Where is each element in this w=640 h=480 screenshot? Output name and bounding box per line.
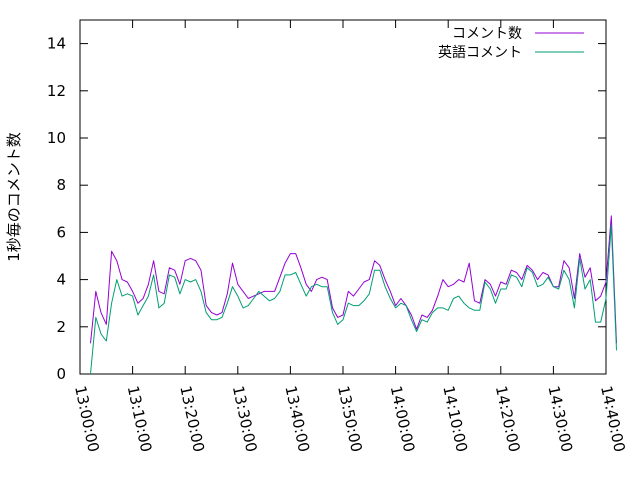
y-tick-label: 14 (47, 35, 66, 53)
y-tick-label: 4 (56, 271, 66, 289)
y-tick-label: 10 (47, 129, 66, 147)
x-tick-label: 13:40:00 (281, 384, 313, 454)
y-tick-label: 2 (56, 318, 66, 336)
series-lines (90, 215, 617, 375)
y-tick-label: 12 (47, 82, 66, 100)
legend-label-1: コメント数 (452, 26, 522, 42)
legend-label-2: 英語コメント (438, 44, 522, 61)
x-tick-label: 14:30:00 (544, 384, 576, 454)
axes: 0 2 4 6 8 10 12 14 13:00:00 13:10:00 13:20:00 13:30… (47, 19, 629, 454)
x-tick-label: 14:10:00 (439, 384, 471, 454)
y-axis-label: 1秒毎のコメント数 (5, 132, 23, 262)
x-tick-label: 14:20:00 (492, 384, 524, 454)
x-tick-label: 13:00:00 (71, 384, 103, 454)
plot-frame (79, 19, 607, 375)
y-tick-label: 0 (56, 365, 66, 383)
x-tick-label: 13:30:00 (229, 384, 261, 454)
x-tick-label: 13:50:00 (334, 384, 366, 454)
x-tick-label: 14:00:00 (387, 384, 419, 454)
series-line-2 (90, 224, 617, 375)
x-tick-label: 13:10:00 (124, 384, 156, 454)
series-line-1 (90, 215, 617, 344)
x-tick-label: 14:40:00 (597, 384, 629, 454)
y-tick-label: 8 (56, 176, 66, 194)
x-tick-label: 13:20:00 (176, 384, 208, 454)
y-tick-label: 6 (56, 223, 66, 241)
